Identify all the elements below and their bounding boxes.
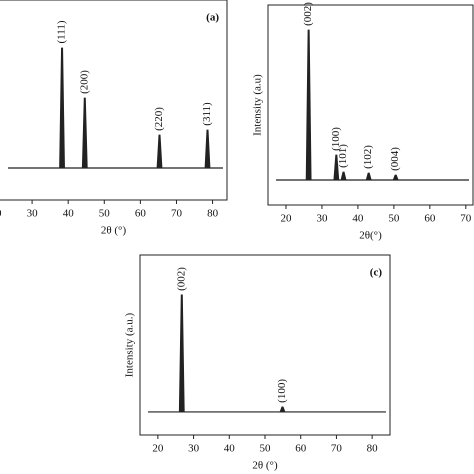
peak (204, 129, 211, 169)
x-tick-label: 60 (424, 213, 436, 225)
x-tick-label: 70 (331, 443, 343, 455)
peak-label: (004) (389, 147, 401, 171)
peak (333, 154, 340, 181)
x-tick-label: 80 (207, 208, 219, 220)
peak (305, 29, 312, 181)
y-axis-label: Intensity (a.u.) (124, 312, 136, 377)
x-tick-label: 30 (316, 213, 328, 225)
x-tick-label: 30 (27, 208, 39, 220)
peak-label: (111) (56, 20, 68, 43)
x-tick-label: 70 (171, 208, 183, 220)
panel-label: (c) (370, 267, 383, 279)
peak (365, 172, 372, 181)
peak (81, 97, 88, 169)
x-tick-label: 80 (367, 443, 379, 455)
x-axis-label: 2θ (°) (101, 225, 127, 237)
peak-label: (100) (276, 379, 288, 403)
x-tick-label: 70 (460, 213, 472, 225)
x-tick-label: 60 (135, 208, 147, 220)
peak-label: (311) (201, 102, 213, 126)
x-axis-label: 2θ (°) (252, 460, 278, 472)
peak-label: (002) (302, 2, 314, 26)
x-tick-label: 30 (188, 443, 200, 455)
x-tick-label: 40 (224, 443, 236, 455)
peak (156, 134, 163, 169)
panel-label: (a) (206, 12, 219, 24)
peak (392, 174, 399, 181)
peak-label: (200) (78, 70, 90, 94)
peak-label: (100) (330, 127, 342, 151)
x-tick-label: 20 (280, 213, 292, 225)
x-tick-label: 60 (295, 443, 307, 455)
peak-label: (102) (362, 145, 374, 169)
y-axis-label: Intensity (a.u) (252, 74, 264, 136)
peak (279, 406, 286, 413)
peak (340, 171, 347, 181)
x-tick-label: 40 (352, 213, 364, 225)
x-tick-label: 40 (63, 208, 75, 220)
peak (59, 47, 65, 169)
x-tick-label: 20 (152, 443, 164, 455)
x-tick-label: 50 (388, 213, 400, 225)
peak-label: (101) (337, 144, 349, 168)
x-tick-label: 20 (0, 208, 2, 220)
peak-label: (002) (175, 267, 187, 291)
peak-label: (220) (153, 107, 165, 131)
x-axis-label: 2θ(°) (359, 230, 382, 242)
plot-frame (0, 0, 228, 201)
x-tick-label: 50 (99, 208, 111, 220)
plot-frame (267, 4, 474, 206)
x-tick-label: 50 (260, 443, 272, 455)
peak (178, 294, 185, 412)
